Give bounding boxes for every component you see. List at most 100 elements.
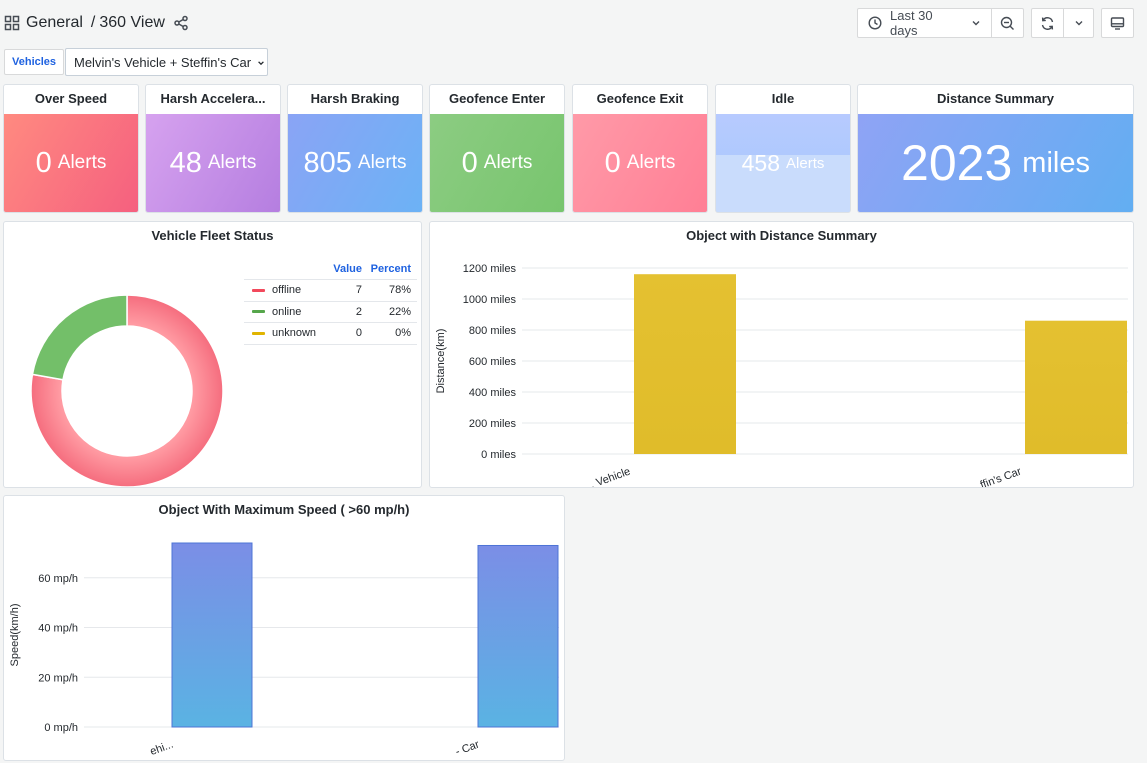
legend-row-offline[interactable]: offline 7 78% (244, 280, 417, 302)
stat-value: 805 Alerts (288, 114, 422, 212)
x-tick-label: . Vehicle (589, 466, 632, 488)
panel-title: Vehicle Fleet Status (151, 228, 274, 243)
stat-number: 0 (461, 146, 478, 179)
stat-unit: Alerts (626, 152, 676, 173)
chevron-down-icon (1074, 18, 1084, 28)
stat-unit: miles (1022, 146, 1090, 179)
harsh-braking-panel[interactable]: Harsh Braking 805 Alerts (287, 84, 423, 213)
stat-value: 0 Alerts (4, 114, 138, 212)
vehicles-variable-label: Vehicles (4, 49, 65, 75)
breadcrumb-separator: / (90, 14, 96, 31)
y-tick-label: 0 mp/h (44, 722, 78, 734)
speed-bar-chart: 0 mp/h 20 mp/h 40 mp/h 60 mp/h Speed(km/h) eh… (9, 542, 559, 758)
stat-value: 0 Alerts (430, 114, 564, 212)
clock-icon (868, 16, 882, 30)
refresh-icon (1040, 16, 1055, 31)
chevron-down-icon (257, 55, 265, 70)
y-tick-label: 200 miles (469, 418, 517, 430)
harsh-acceleration-panel[interactable]: Harsh Accelera... 48 Alerts (145, 84, 281, 213)
donut-slice-online[interactable] (31, 294, 128, 381)
legend-label: online (272, 305, 302, 318)
stat-number: 0 (604, 146, 621, 179)
stat-unit: Alerts (483, 152, 533, 173)
dashboard-title[interactable]: 360 View (99, 14, 165, 31)
y-axis-label: Speed(km/h) (9, 604, 21, 667)
distance-summary-panel[interactable]: Distance Summary 2023 miles (857, 84, 1134, 213)
legend-header-value[interactable]: Value (333, 262, 362, 275)
legend-row-unknown[interactable]: unknown 0 0% (244, 323, 417, 345)
legend-name-cell: offline (244, 284, 322, 296)
stat-number: 0 (35, 146, 52, 179)
bar-melvin-s-vehicle[interactable] (171, 542, 253, 728)
legend-name-cell: unknown (244, 327, 322, 339)
refresh-button[interactable] (1031, 8, 1064, 38)
y-tick-label: 1000 miles (463, 294, 517, 306)
geofence-exit-panel[interactable]: Geofence Exit 0 Alerts (572, 84, 708, 213)
breadcrumb-folder[interactable]: General (26, 14, 83, 31)
stat-number: 48 (169, 146, 202, 179)
stat-unit: Alerts (57, 152, 107, 173)
y-tick-label: 400 miles (469, 387, 517, 399)
share-icon[interactable] (173, 15, 189, 31)
vehicles-selected-value: Melvin's Vehicle + Steffin's Car (74, 54, 252, 70)
fleet-status-legend: Value Percent offline 7 78% online 2 22%… (244, 258, 417, 345)
chevron-down-icon (971, 18, 981, 28)
y-tick-label: 1200 miles (463, 263, 517, 275)
y-tick-label: 40 mp/h (38, 623, 78, 635)
geofence-enter-panel[interactable]: Geofence Enter 0 Alerts (429, 84, 565, 213)
panel-title: Distance Summary (936, 91, 1055, 106)
legend-percent: 78% (388, 284, 411, 297)
object-maximum-speed-panel[interactable]: Object With Maximum Speed ( >60 mp/h) 0 … (3, 495, 565, 761)
legend-swatch (252, 288, 265, 292)
legend-value: 2 (355, 305, 362, 318)
stat-number: 805 (303, 146, 352, 179)
legend-swatch (252, 331, 265, 335)
legend-value: 7 (355, 284, 362, 297)
kiosk-mode-button[interactable] (1101, 8, 1134, 38)
breadcrumb: General / 360 View (4, 12, 189, 34)
stat-unit: Alerts (207, 152, 257, 173)
time-range-picker[interactable]: Last 30 days (857, 8, 992, 38)
legend-percent: 0% (395, 327, 411, 340)
panel-title: Harsh Braking (310, 91, 400, 106)
legend-header: Value Percent (244, 258, 417, 280)
over-speed-panel[interactable]: Over Speed 0 Alerts (3, 84, 139, 213)
zoom-out-button[interactable] (991, 8, 1024, 38)
stat-value: 458 Alerts (716, 114, 850, 212)
legend-header-percent[interactable]: Percent (370, 262, 411, 275)
donut-slice-offline[interactable] (30, 294, 224, 487)
dashboard-grid-icon[interactable] (4, 15, 20, 31)
stat-number: 458 (741, 149, 781, 176)
idle-panel[interactable]: Idle 458 Alerts (715, 84, 851, 213)
y-tick-label: 800 miles (469, 325, 517, 337)
stat-value: 2023 miles (858, 114, 1133, 212)
time-range-label: Last 30 days (890, 8, 933, 38)
vehicles-variable-select[interactable]: Melvin's Vehicle + Steffin's Car (65, 48, 268, 76)
x-tick-label: ehi... (149, 739, 176, 758)
y-tick-label: 60 mp/h (38, 573, 78, 585)
legend-label: offline (272, 284, 302, 297)
zoom-out-icon (1000, 16, 1015, 31)
object-distance-summary-panel[interactable]: Object with Distance Summary 0 miles 200 … (429, 221, 1134, 488)
monitor-icon (1110, 16, 1125, 31)
bar-melvin-s-vehicle[interactable] (634, 274, 736, 454)
legend-row-online[interactable]: online 2 22% (244, 302, 417, 323)
panel-title: Over Speed (34, 91, 108, 106)
panel-title: Geofence Exit (596, 91, 684, 106)
panel-title: Idle (771, 91, 795, 106)
top-bar: General / 360 View Last 30 days (0, 0, 1147, 46)
vehicle-fleet-status-panel[interactable]: Vehicle Fleet Status Value Percent offli… (3, 221, 422, 488)
panel-title: Harsh Accelera... (160, 91, 266, 106)
refresh-interval-dropdown[interactable] (1063, 8, 1094, 38)
y-tick-label: 600 miles (469, 356, 517, 368)
legend-label: unknown (272, 327, 317, 340)
panel-title: Geofence Enter (448, 91, 546, 106)
bar-steffin-s-car[interactable] (477, 544, 559, 728)
stat-number: 2023 (901, 135, 1013, 191)
legend-name-cell: online (244, 306, 322, 318)
bar-steffin-s-car[interactable] (1025, 320, 1127, 454)
y-tick-label: 20 mp/h (38, 672, 78, 684)
idle-level-fill (716, 155, 850, 212)
stat-value: 48 Alerts (146, 114, 280, 212)
y-axis-label: Distance(km) (435, 329, 447, 394)
